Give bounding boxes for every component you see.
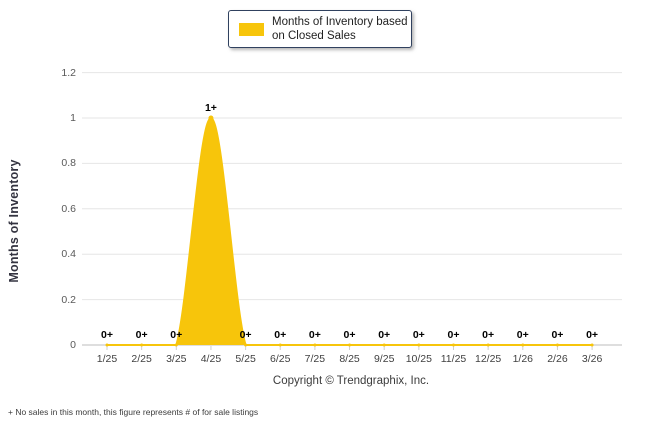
data-point-label: 0+	[170, 329, 183, 341]
data-point-marker	[486, 343, 490, 347]
area-series-line	[106, 116, 593, 347]
data-point-marker	[382, 343, 386, 347]
data-point-label: 0+	[482, 329, 495, 341]
data-point-label: 0+	[378, 329, 391, 341]
data-point-marker	[208, 115, 214, 121]
x-tick-label: 11/25	[440, 353, 467, 365]
legend: Months of Inventory based on Closed Sale…	[228, 10, 412, 48]
data-point-label: 0+	[135, 329, 148, 341]
data-point-marker	[555, 343, 559, 347]
legend-label: Months of Inventory based on Closed Sale…	[272, 16, 408, 42]
data-point-label: 0+	[308, 329, 321, 341]
data-point-marker	[140, 343, 144, 347]
x-tick-label: 8/25	[339, 353, 360, 365]
x-tick-label: 2/26	[547, 353, 568, 365]
x-tick-label: 1/26	[512, 353, 534, 365]
data-point-label: 0+	[447, 329, 460, 341]
y-tick-label: 1	[70, 112, 76, 124]
x-tick-label: 10/25	[405, 353, 432, 365]
copyright-text: Copyright © Trendgraphix, Inc.	[272, 375, 430, 387]
footnote-text: + No sales in this month, this figure re…	[8, 407, 259, 417]
data-point-label: 0+	[551, 329, 564, 341]
x-tick-label: 1/25	[96, 353, 118, 365]
data-point-label: 0+	[586, 329, 599, 341]
data-point-label: 0+	[101, 329, 113, 341]
x-tick-label: 3/25	[166, 353, 187, 365]
x-tick-label: 2/25	[131, 353, 152, 365]
data-point-marker	[348, 343, 352, 347]
x-tick-label: 7/25	[304, 353, 326, 365]
x-tick-label: 3/26	[581, 353, 603, 365]
data-point-label: 0+	[239, 329, 252, 341]
data-point-label: 0+	[412, 329, 425, 341]
y-tick-label: 0.6	[61, 202, 76, 215]
legend-swatch-icon	[239, 22, 264, 36]
data-point-marker	[521, 343, 525, 347]
data-point-marker	[590, 343, 594, 347]
data-point-marker	[244, 343, 248, 347]
x-tick-label: 6/25	[270, 353, 291, 365]
data-point-marker	[417, 343, 421, 347]
x-tick-label: 5/25	[235, 353, 256, 365]
y-tick-label: 0.4	[61, 248, 76, 261]
data-point-label: 1+	[204, 102, 217, 114]
data-point-marker	[278, 343, 282, 347]
data-point-label: 0+	[274, 329, 287, 341]
y-tick-label: 0.2	[61, 293, 76, 306]
data-point-label: 0+	[343, 329, 356, 341]
data-point-label: 0+	[516, 329, 529, 341]
data-point-marker	[313, 343, 317, 347]
data-point-marker	[105, 343, 109, 347]
x-tick-label: 9/25	[373, 353, 395, 365]
data-point-marker	[452, 343, 455, 347]
x-tick-label: 12/25	[475, 353, 502, 365]
y-tick-label: 0.8	[61, 157, 76, 170]
data-point-marker	[174, 343, 178, 347]
area-series-fill	[107, 118, 593, 345]
y-tick-label: 0	[70, 339, 76, 351]
y-tick-label: 1.2	[61, 66, 76, 79]
x-tick-label: 4/25	[200, 353, 222, 365]
